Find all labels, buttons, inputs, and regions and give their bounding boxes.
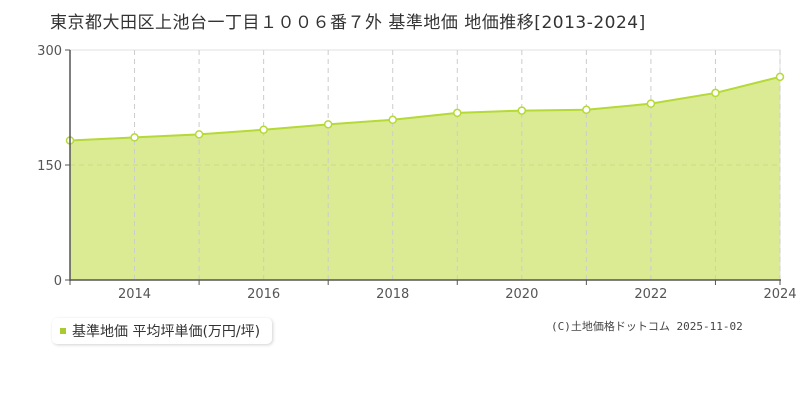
- legend-label: 基準地価 平均坪単価(万円/坪): [72, 324, 261, 340]
- y-tick-label: 300: [37, 44, 62, 59]
- data-point-2024[interactable]: [775, 72, 785, 82]
- data-point-2014[interactable]: [130, 133, 139, 142]
- data-point-2016[interactable]: [259, 125, 268, 134]
- data-markers: [65, 72, 785, 145]
- series-line: [69, 75, 781, 142]
- data-point-2017[interactable]: [323, 120, 333, 129]
- y-axis-ticks: 0 150 300: [37, 44, 70, 289]
- data-point-2019[interactable]: [453, 108, 462, 118]
- chart-title: 東京都大田区上池台一丁目１００６番７外 基準地価 地価推移[2013-2024]: [50, 13, 646, 33]
- legend: 基準地価 平均坪単価(万円/坪): [52, 318, 273, 344]
- data-point-2021[interactable]: [582, 105, 591, 115]
- data-point-2015[interactable]: [194, 130, 204, 139]
- data-point-2023[interactable]: [711, 88, 720, 98]
- area-fill: [70, 76, 780, 280]
- data-point-2020[interactable]: [517, 106, 527, 115]
- y-tick-label: 0: [54, 274, 62, 289]
- data-point-2018[interactable]: [388, 115, 397, 125]
- x-tick-label: 2024: [763, 287, 796, 302]
- copyright-text: (C)土地価格ドットコム 2025-11-02: [551, 320, 743, 333]
- y-tick-label: 150: [37, 159, 62, 174]
- x-tick-label: 2016: [247, 287, 280, 302]
- x-tick-label: 2022: [634, 287, 667, 302]
- data-point-2022[interactable]: [646, 99, 656, 108]
- x-tick-label: 2014: [118, 287, 151, 302]
- vertical-gridlines: [134, 50, 781, 280]
- x-tick-label: 2018: [376, 287, 409, 302]
- legend-swatch-icon: [60, 328, 66, 334]
- x-axis-ticks: 2014 2016 2018 2020 2022 2024: [69, 280, 797, 302]
- area-chart: 0 150 300 2014 2016 2018 2020 2022 2024: [37, 44, 797, 302]
- x-tick-label: 2020: [505, 287, 538, 302]
